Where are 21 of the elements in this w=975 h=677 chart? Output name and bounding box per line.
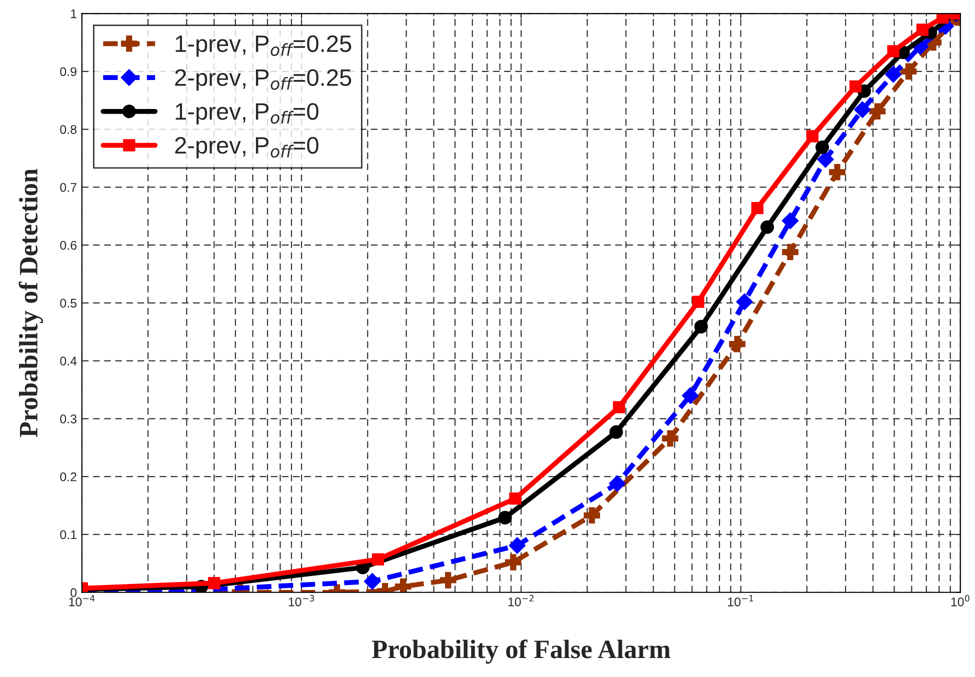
- x-axis-title: Probability of False Alarm: [372, 639, 670, 664]
- y-tick-label: 0.3: [60, 414, 76, 424]
- x-tick-label: 10$^{−2}$: [508, 594, 534, 606]
- x-tick-label: 10$^{−1}$: [728, 595, 754, 606]
- y-tick-label: 0.2: [60, 472, 76, 482]
- y-tick-label: 0.6: [60, 240, 76, 250]
- legend-label: 2-prev, P$_{off}$=0.25: [175, 69, 352, 91]
- legend-label: 1-prev, P$_{off}$=0: [176, 103, 318, 125]
- y-tick-label: 1: [71, 9, 76, 18]
- x-tick-label: 10$^{0}$: [951, 594, 970, 606]
- y-tick-label: 0.5: [60, 298, 77, 308]
- y-tick-label: 0: [70, 588, 77, 598]
- y-tick-label: 0.9: [60, 67, 76, 76]
- legend-label: 1-prev, P$_{off}$=0.25: [176, 35, 352, 57]
- y-tick-label: 0.4: [60, 356, 77, 366]
- y-tick-label: 0.7: [60, 182, 76, 192]
- y-tick-label: 0.8: [60, 125, 76, 134]
- y-axis-title: Probability of Detection: [18, 168, 43, 438]
- x-tick-label: 10$^{−3}$: [288, 594, 314, 606]
- legend-label: 2-prev, P$_{off}$=0: [175, 136, 318, 158]
- y-tick-label: 0.1: [60, 530, 76, 540]
